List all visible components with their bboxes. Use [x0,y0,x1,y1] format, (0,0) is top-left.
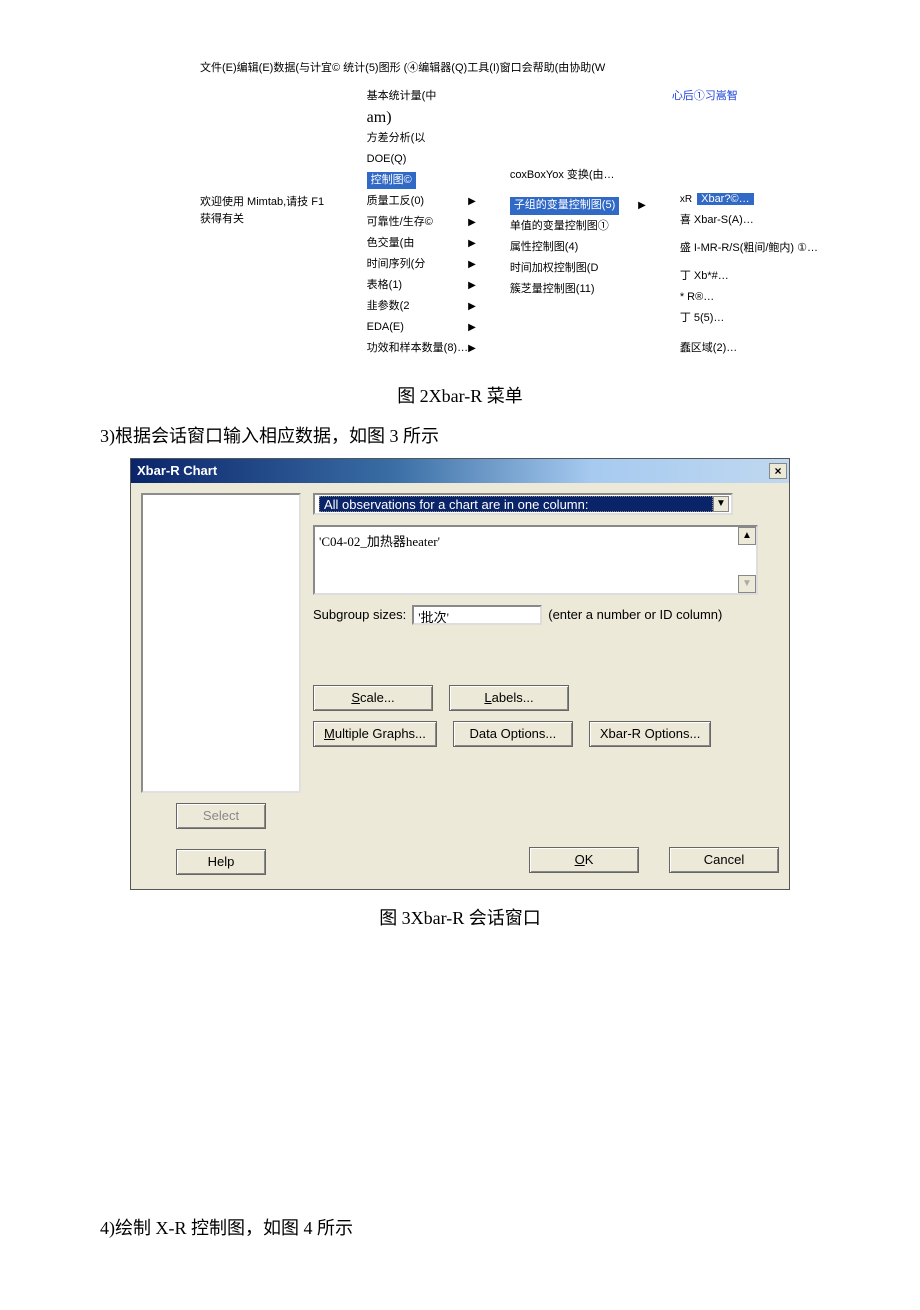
menu-item-highlight[interactable]: 子组的变量控制图(5)▶ [508,197,648,215]
chevron-right-icon: ▶ [468,320,476,336]
menu-item[interactable]: 单值的变量控制图① [508,218,648,236]
chevron-down-icon[interactable]: ▼ [713,496,729,512]
textarea-value: 'C04-02_加热器heater' [319,534,440,549]
help-button[interactable]: Help [176,849,266,875]
menu-item[interactable]: * R®… [678,289,820,307]
labels-button[interactable]: Labels... [449,685,569,711]
chevron-right-icon: ▶ [638,198,646,214]
chevron-right-icon: ▶ [468,341,476,357]
xbar-icon: xR [680,194,692,205]
menu-item[interactable]: 蠢区域(2)… [678,340,820,358]
menu-item[interactable]: 时间序列(分▶ [365,256,478,274]
menu-col-subsubmenu: xR Xbar?©… 喜 Xbar-S(A)… 盛 I-MR-R/S(粗间/鲍内… [678,84,820,358]
menu-item[interactable]: 韭参数(2▶ [365,298,478,316]
step3-text: 3)根据会话窗口输入相应数据，如图 3 所示 [100,422,820,448]
menu-item[interactable]: 可靠性/生存©▶ [365,214,478,232]
select-button: Select [176,803,266,829]
columns-listbox[interactable] [141,493,301,793]
observations-combo[interactable]: All observations for a chart are in one … [313,493,733,515]
menu-item[interactable]: 盛 I-MR-R/S(粗间/鲍内) ①… [678,240,820,258]
dialog-titlebar: Xbar-R Chart × [131,459,789,483]
xbar-r-options-button[interactable]: Xbar-R Options... [589,721,711,747]
menu-col-submenu: 心后①习嵩智 coxBoxYox 变换(由… 子组的变量控制图(5)▶ 单值的变… [508,84,648,300]
cancel-button[interactable]: Cancel [669,847,779,873]
scroll-down-icon[interactable]: ▼ [738,575,756,593]
chevron-right-icon: ▶ [468,278,476,294]
chevron-right-icon: ▶ [468,194,476,210]
menu-item-highlight[interactable]: xR Xbar?©… [678,191,820,209]
menu-item[interactable]: 丁 Xb*#… [678,268,820,286]
data-options-button[interactable]: Data Options... [453,721,573,747]
subgroup-row: Subgroup sizes: '批次' (enter a number or … [313,605,779,625]
menu-item[interactable]: 色交量(由▶ [365,235,478,253]
menu-item: am) [365,109,478,127]
menu-item[interactable]: 基本统计量(中 [365,88,478,106]
scroll-up-icon[interactable]: ▲ [738,527,756,545]
menubar: 文件(E)编辑(E)数据(与计宜© 统计(5)图形 (④编辑器(Q)工具(I)窗… [200,60,820,78]
figure2-caption: 图 2Xbar-R 菜单 [100,382,820,408]
menu-item[interactable]: 簇芝量控制图(11) [508,281,648,299]
dialog-title: Xbar-R Chart [137,463,217,478]
menu-item[interactable]: EDA(E)▶ [365,319,478,337]
menu-item[interactable]: 属性控制图(4) [508,239,648,257]
menu-item[interactable]: DOE(Q) [365,151,478,169]
chevron-right-icon: ▶ [468,236,476,252]
figure2-menu: 文件(E)编辑(E)数据(与计宜© 统计(5)图形 (④编辑器(Q)工具(I)窗… [100,40,820,368]
welcome-text: 欢迎使用 Mimtab,请技 F1 获得有关 [200,84,335,229]
multiple-graphs-button[interactable]: Multiple Graphs... [313,721,437,747]
menu-item[interactable]: 喜 Xbar-S(A)… [678,212,820,230]
menu-item[interactable]: 时间加权控制图(D [508,260,648,278]
menu-item[interactable]: 表格(1)▶ [365,277,478,295]
menu-item[interactable]: 功效和样本数量(8)…▶ [365,340,478,358]
chevron-right-icon: ▶ [468,299,476,315]
menu-item[interactable]: 丁 5(5)… [678,310,820,328]
combo-value: All observations for a chart are in one … [319,496,713,512]
xbar-r-dialog: Xbar-R Chart × All observations for a ch… [130,458,790,890]
close-button[interactable]: × [769,463,787,479]
menu-item-highlight[interactable]: 控制图© [365,172,478,190]
subgroup-input[interactable]: '批次' [412,605,542,625]
subgroup-label: Subgroup sizes: [313,607,406,622]
menu-item[interactable]: 质量工反(0)▶ [365,193,478,211]
subgroup-hint: (enter a number or ID column) [548,607,722,622]
figure3-caption: 图 3Xbar-R 会话窗口 [100,904,820,930]
chevron-right-icon: ▶ [468,257,476,273]
submenu-label: coxBoxYox 变换(由… [508,167,648,185]
menu-item[interactable]: 方差分析(以 [365,130,478,148]
chevron-right-icon: ▶ [468,215,476,231]
menu-col-stats: 基本统计量(中 am) 方差分析(以 DOE(Q) 控制图© 质量工反(0)▶ … [365,84,478,358]
variables-textarea[interactable]: 'C04-02_加热器heater' ▲ ▼ [313,525,758,595]
scale-button[interactable]: Scale... [313,685,433,711]
ok-button[interactable]: OK [529,847,639,873]
step4-text: 4)绘制 X-R 控制图，如图 4 所示 [100,1214,820,1240]
